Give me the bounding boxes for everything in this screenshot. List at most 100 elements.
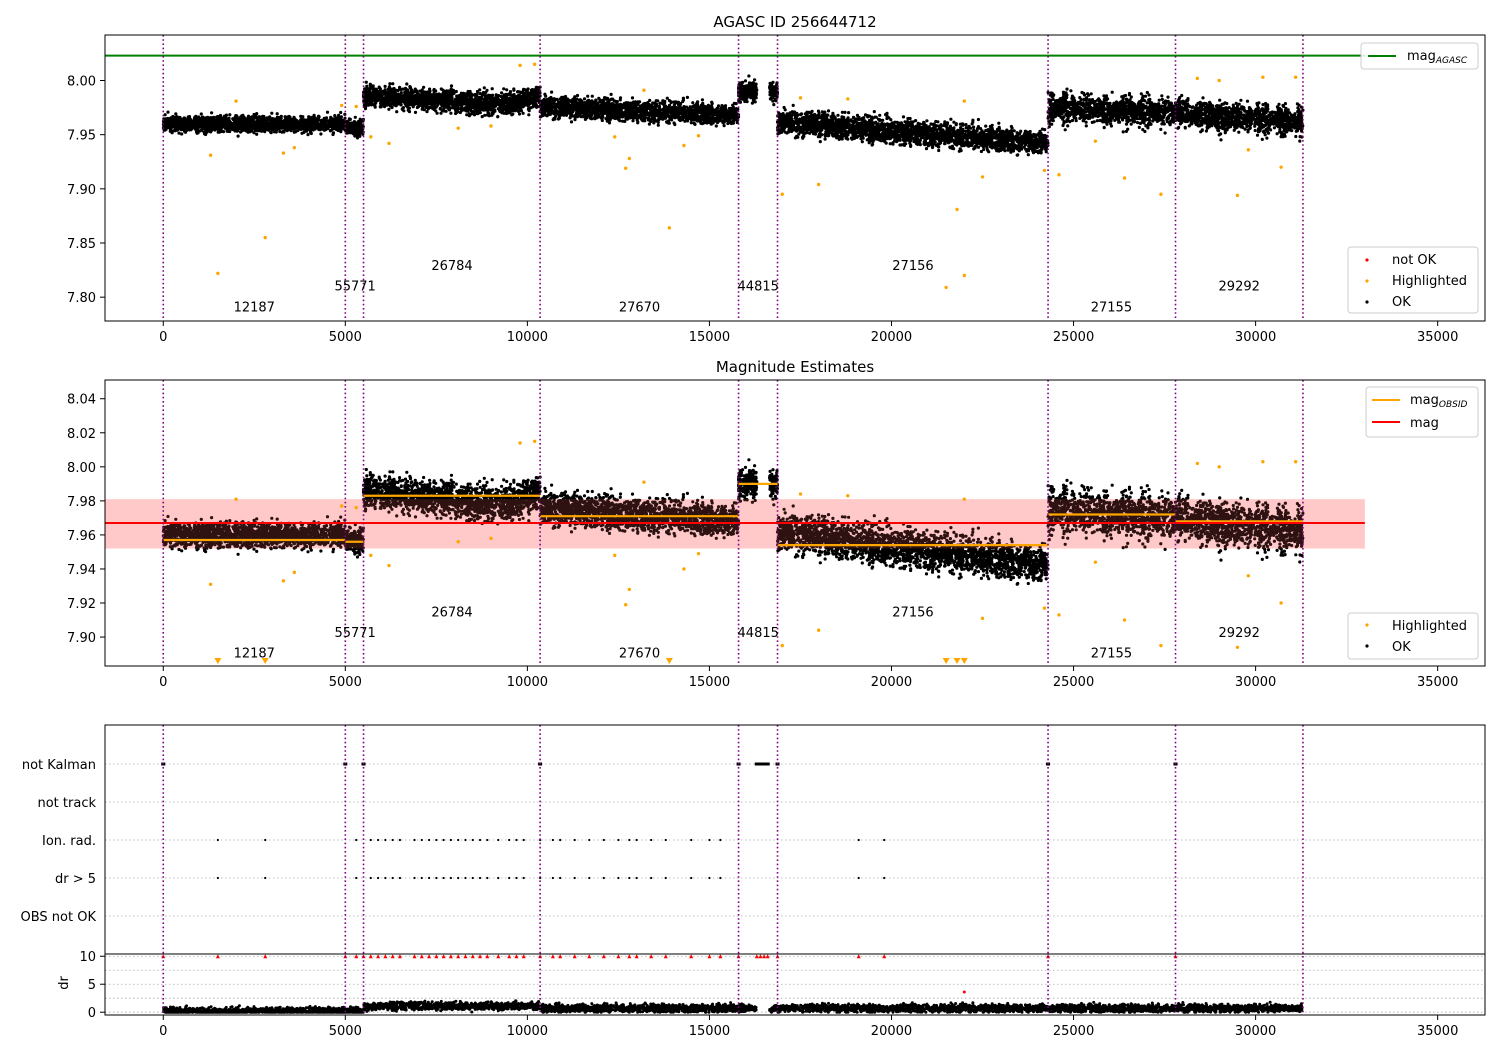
agasc-ytick-label: 8.00 xyxy=(67,75,96,90)
magnitude-ytick-label: 7.92 xyxy=(67,597,96,612)
dr-high-mark xyxy=(390,954,395,959)
ion-rad-mark xyxy=(391,838,394,842)
dr-high-mark xyxy=(354,954,359,959)
highlighted-point xyxy=(1246,574,1251,578)
obsid-labels: 12187 55771 26784 27670 44815 27156 27155 29292 xyxy=(234,259,1260,315)
ion-rad-mark xyxy=(449,838,453,842)
flag-label: not track xyxy=(37,796,96,811)
dr-high-mark xyxy=(550,954,555,959)
highlighted-point xyxy=(208,582,213,586)
dr-ytick-label: 10 xyxy=(79,950,96,965)
highlighted-point xyxy=(339,103,344,108)
legend-magnitude-lines: magOBSID mag xyxy=(1365,386,1479,438)
dr-high-mark xyxy=(707,954,712,959)
magnitude-xtick-label-30000: 30000 xyxy=(1235,675,1276,690)
ion-rad-mark xyxy=(497,838,500,842)
obsid-labels: 12187 55771 26784 27670 44815 27156 27155 29292 xyxy=(234,606,1260,662)
dr-high-mark xyxy=(514,954,519,959)
highlighted-point xyxy=(1235,193,1240,198)
dr-gt5-mark xyxy=(464,876,467,880)
ion-rad-mark xyxy=(650,838,653,842)
agasc-xtick-label-5000: 5000 xyxy=(329,330,362,345)
flag-label: OBS not OK xyxy=(21,910,97,925)
dr-gt5-mark xyxy=(413,876,416,880)
highlighted-point xyxy=(1159,643,1163,648)
highlighted-point xyxy=(489,124,493,128)
highlighted-point xyxy=(1057,173,1061,177)
ion-rad-mark xyxy=(216,838,219,842)
flags-xtick-label-25000: 25000 xyxy=(1053,1024,1094,1039)
highlighted-point xyxy=(1093,139,1098,143)
dr-gt5-mark xyxy=(522,876,525,880)
agasc-y-ticks: 7.80 7.85 7.90 7.95 8.00 xyxy=(67,75,105,306)
magnitude-ytick-label: 7.90 xyxy=(67,631,96,646)
magnitude-xtick-label-10000: 10000 xyxy=(507,675,548,690)
dr-high-mark xyxy=(441,954,446,959)
highlighted-point xyxy=(613,553,617,558)
obsid-label-26784: 26784 xyxy=(431,606,472,621)
agasc-xtick-label-25000: 25000 xyxy=(1053,330,1094,345)
highlighted-point xyxy=(780,643,784,648)
dr-gt5-mark xyxy=(650,876,653,880)
highlighted-point xyxy=(696,134,701,138)
svg-text:magOBSID: magOBSID xyxy=(1410,393,1468,410)
agasc-ytick-label: 7.80 xyxy=(67,291,96,306)
magnitude-ytick-label: 8.00 xyxy=(67,461,96,476)
magnitude-panel: Magnitude Estimates 12187 55771 26784 27670… xyxy=(67,358,1486,690)
highlighted-point xyxy=(1093,560,1098,564)
flags-xtick-label-30000: 30000 xyxy=(1235,1024,1276,1039)
obsid-label-27156: 27156 xyxy=(892,259,933,274)
ion-rad-mark xyxy=(515,838,518,842)
highlighted-point xyxy=(1261,75,1265,79)
legend-agasc-label: mag xyxy=(1407,49,1436,64)
magnitude-xtick-label-15000: 15000 xyxy=(689,675,730,690)
highlighted-point xyxy=(354,104,358,109)
agasc-x-ticks: 0 5000 10000 15000 20000 25000 30000 35000 xyxy=(159,321,1458,345)
ion-rad-mark xyxy=(384,838,387,842)
dr-gt5-mark xyxy=(559,876,562,880)
magnitude-plot-frame xyxy=(104,379,1486,667)
dr-gt5-mark xyxy=(857,876,860,880)
dr-high-mark xyxy=(572,954,577,959)
dr-gt5-mark xyxy=(376,876,380,880)
highlighted-point xyxy=(518,441,522,445)
not-kalman-mark xyxy=(758,762,763,766)
dr-high-mark xyxy=(754,954,759,959)
highlighted-point xyxy=(962,99,967,103)
magnitude-ytick-label: 7.96 xyxy=(67,529,96,544)
highlighted-point xyxy=(369,135,373,139)
flags-xtick-label-35000: 35000 xyxy=(1417,1024,1458,1039)
highlighted-point xyxy=(1195,461,1200,466)
agasc-ytick-label: 7.85 xyxy=(67,237,96,252)
highlighted-point xyxy=(234,99,238,103)
obsid-label-27670: 27670 xyxy=(619,300,660,315)
magnitude-xtick-label-25000: 25000 xyxy=(1053,675,1094,690)
highlighted-point xyxy=(627,156,632,161)
magnitude-ytick-label: 8.02 xyxy=(67,427,96,442)
dr-axis-label: dr xyxy=(57,976,72,990)
dr-gt5-mark xyxy=(602,876,605,880)
dr-high-mark xyxy=(419,954,424,959)
highlighted-point xyxy=(623,603,628,607)
dr-high-mark xyxy=(485,954,490,959)
highlighted-point xyxy=(667,226,672,230)
dr-points xyxy=(162,999,1304,1014)
dr-high-mark xyxy=(478,954,483,959)
dr-gt5-mark xyxy=(486,876,489,880)
agasc-xtick-label-35000: 35000 xyxy=(1417,330,1458,345)
highlighted-point xyxy=(846,97,850,101)
legend-highlighted-label: Highlighted xyxy=(1392,619,1467,634)
dr-gt5-mark xyxy=(442,876,445,880)
not-kalman-mark xyxy=(754,762,759,766)
obsid-label-44815: 44815 xyxy=(738,626,779,641)
dr-y-ticks: 0 5 10 xyxy=(79,950,105,1021)
ion-rad-mark xyxy=(398,838,402,842)
agasc-xtick-label-0: 0 xyxy=(159,330,167,345)
highlighted-point xyxy=(623,166,628,170)
flag-label: Ion. rad. xyxy=(42,834,96,849)
highlighted-point xyxy=(613,135,617,139)
agasc-ytick-label: 7.90 xyxy=(67,183,96,198)
magnitude-ytick-label: 7.94 xyxy=(67,563,96,578)
dr-high-mark xyxy=(587,954,592,959)
dr-high-mark xyxy=(215,954,220,959)
